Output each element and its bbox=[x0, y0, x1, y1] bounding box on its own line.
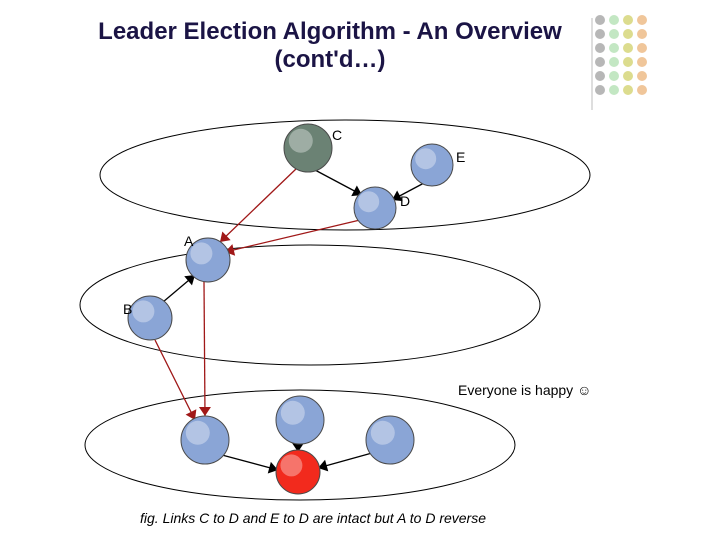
deco-dot bbox=[609, 57, 619, 67]
edge-B-n6 bbox=[155, 340, 196, 420]
deco-dot bbox=[623, 57, 633, 67]
node-C bbox=[284, 124, 332, 172]
deco-dot bbox=[623, 43, 633, 53]
deco-dot bbox=[637, 85, 647, 95]
node-label-E: E bbox=[456, 149, 465, 165]
deco-dot bbox=[637, 15, 647, 25]
deco-dot bbox=[595, 85, 605, 95]
deco-dot bbox=[595, 57, 605, 67]
deco-dot bbox=[623, 29, 633, 39]
node-label-C: C bbox=[332, 127, 342, 143]
group-ellipse bbox=[100, 120, 590, 230]
caption-figure: fig. Links C to D and E to D are intact … bbox=[140, 510, 486, 526]
node-n8 bbox=[366, 416, 414, 464]
deco-dot bbox=[623, 85, 633, 95]
node-D bbox=[354, 187, 396, 229]
deco-dot bbox=[595, 43, 605, 53]
deco-dot bbox=[637, 29, 647, 39]
deco-dot bbox=[637, 43, 647, 53]
node-label-A: A bbox=[184, 233, 194, 249]
node-label-D: D bbox=[400, 193, 410, 209]
deco-dot bbox=[595, 29, 605, 39]
edge-n8-n9 bbox=[318, 453, 372, 471]
deco-dot bbox=[609, 29, 619, 39]
deco-dot bbox=[609, 43, 619, 53]
deco-dot bbox=[623, 15, 633, 25]
node-label-B: B bbox=[123, 301, 132, 317]
deco-dot bbox=[637, 71, 647, 81]
edge-n6-n9 bbox=[222, 455, 278, 473]
deco-dot bbox=[637, 57, 647, 67]
deco-dot bbox=[623, 71, 633, 81]
deco-dot bbox=[609, 71, 619, 81]
deco-dot bbox=[595, 15, 605, 25]
node-n9 bbox=[276, 450, 320, 494]
node-E bbox=[411, 144, 453, 186]
edge-B-A bbox=[163, 275, 195, 302]
node-n6 bbox=[181, 416, 229, 464]
diagram-stage: C E D A B bbox=[0, 0, 720, 540]
edge-C-D bbox=[315, 170, 362, 196]
caption-happy: Everyone is happy ☺ bbox=[458, 382, 591, 398]
edge-C-A bbox=[220, 168, 297, 242]
node-B bbox=[128, 296, 172, 340]
deco-dot bbox=[595, 71, 605, 81]
deco-dot bbox=[609, 15, 619, 25]
node-n7 bbox=[276, 396, 324, 444]
deco-dot bbox=[609, 85, 619, 95]
